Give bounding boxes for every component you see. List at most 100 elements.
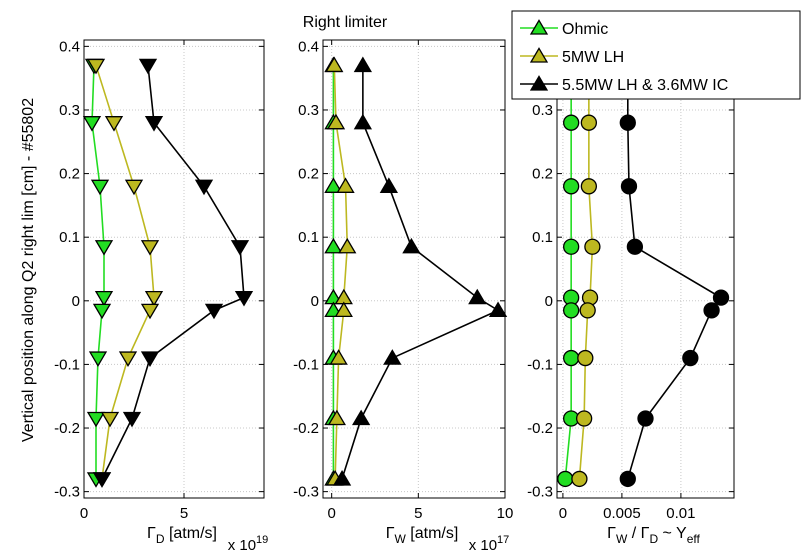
data-point-ohmic bbox=[563, 349, 580, 367]
data-point-ohmic bbox=[90, 179, 110, 196]
x-tick-label: 0.005 bbox=[603, 505, 641, 522]
data-point-lhic bbox=[402, 237, 421, 254]
legend-marker bbox=[529, 19, 549, 35]
y-tick-label: 0.4 bbox=[59, 38, 80, 55]
data-point-lhic bbox=[619, 114, 636, 131]
data-point-lh bbox=[571, 470, 588, 488]
data-point-ohmic bbox=[88, 351, 108, 367]
plot-frame bbox=[83, 39, 265, 499]
y-tick-label: -0.3 bbox=[293, 484, 319, 501]
data-point-lh bbox=[336, 177, 355, 193]
y-tick-label: -0.2 bbox=[293, 420, 319, 437]
data-point-lhic bbox=[626, 238, 644, 255]
data-point-ohmic bbox=[92, 303, 112, 320]
data-point-ohmic bbox=[563, 114, 580, 131]
x-tick-label: 0 bbox=[80, 505, 88, 522]
data-point-lh bbox=[334, 301, 353, 317]
legend-marker bbox=[529, 75, 549, 91]
y-tick-label: -0.1 bbox=[54, 356, 80, 373]
data-point-lhic bbox=[712, 289, 730, 306]
data-point-lh bbox=[100, 411, 120, 428]
data-point-lh bbox=[577, 349, 594, 367]
y-tick-label: -0.1 bbox=[527, 356, 553, 373]
data-point-lh bbox=[575, 410, 593, 427]
series-line-lhic bbox=[101, 65, 245, 480]
data-point-lh bbox=[338, 237, 357, 254]
data-point-lhic bbox=[379, 177, 399, 193]
data-point-lhic bbox=[138, 58, 158, 75]
data-point-lh bbox=[140, 240, 160, 256]
x-axis-scale-factor: x 1017 bbox=[469, 534, 510, 554]
data-point-lh bbox=[104, 116, 124, 132]
legend-label: 5.5MW LH & 3.6MW IC bbox=[562, 77, 728, 94]
data-point-lhic bbox=[488, 301, 508, 317]
y-tick-label: -0.3 bbox=[527, 484, 553, 501]
data-point-lh bbox=[580, 178, 598, 195]
y-tick-label: 0.3 bbox=[532, 102, 553, 119]
chart-title: Right limiter bbox=[303, 14, 388, 31]
y-tick-label: 0.2 bbox=[532, 166, 553, 183]
y-tick-label: 0 bbox=[311, 293, 319, 310]
data-point-lhic bbox=[204, 303, 224, 320]
legend-entry: 5MW LH bbox=[520, 47, 624, 66]
x-axis-label: ΓW [atm/s] bbox=[386, 525, 459, 546]
data-point-lhic bbox=[351, 409, 371, 426]
data-point-lhic bbox=[637, 410, 654, 427]
data-point-lh bbox=[140, 303, 160, 320]
data-point-lhic bbox=[140, 351, 160, 367]
legend-marker bbox=[529, 47, 549, 63]
y-tick-label: 0.2 bbox=[298, 166, 319, 183]
data-point-lhic bbox=[144, 116, 164, 132]
data-point-lhic bbox=[682, 349, 699, 367]
x-tick-label: 10 bbox=[497, 505, 514, 522]
y-tick-label: -0.3 bbox=[54, 484, 80, 501]
data-point-lhic bbox=[468, 288, 487, 305]
legend-entry: Ohmic bbox=[520, 19, 608, 38]
y-axis-label: Vertical position along Q2 right lim [cm… bbox=[20, 98, 37, 442]
panel-gamma-w: 0 5 10 0.4 0.3 0.2 0.1 0 -0.1 -0.2 -0.3 ΓW [atm/s] x… bbox=[293, 38, 513, 554]
y-tick-label: -0.2 bbox=[527, 420, 553, 437]
legend-box bbox=[511, 10, 801, 100]
data-point-ohmic bbox=[563, 178, 580, 195]
data-point-ohmic bbox=[563, 238, 580, 255]
data-point-lhic bbox=[194, 179, 214, 196]
data-point-ohmic bbox=[82, 116, 102, 132]
legend-entry: 5.5MW LH & 3.6MW IC bbox=[520, 75, 728, 94]
data-point-lhic bbox=[353, 56, 373, 73]
y-tick-label: 0.4 bbox=[298, 38, 319, 55]
data-point-lh bbox=[326, 113, 346, 130]
data-point-lhic bbox=[122, 411, 142, 428]
panels: 0 5 0.4 0.3 0.2 0.1 0 -0.1 -0.2 -0.3 ΓD [atm/s] x 1… bbox=[54, 38, 735, 554]
data-point-ohmic bbox=[94, 290, 114, 307]
data-point-lh bbox=[144, 290, 164, 307]
y-tick-label: -0.2 bbox=[54, 420, 80, 437]
data-point-lh bbox=[325, 56, 344, 73]
data-point-lhic bbox=[230, 240, 250, 256]
x-tick-label: 5 bbox=[180, 505, 188, 522]
data-point-ohmic bbox=[94, 240, 114, 256]
legend-label: 5MW LH bbox=[562, 49, 624, 66]
y-tick-label: 0.3 bbox=[59, 102, 80, 119]
data-point-lh bbox=[580, 114, 598, 131]
y-tick-label: 0 bbox=[72, 293, 80, 310]
data-point-lhic bbox=[703, 302, 720, 319]
y-tick-label: 0.1 bbox=[298, 229, 319, 246]
data-point-lh bbox=[329, 349, 348, 365]
data-point-lhic bbox=[332, 470, 352, 486]
data-point-lh bbox=[124, 179, 144, 196]
y-tick-label: 0.1 bbox=[59, 229, 80, 246]
data-point-lh bbox=[118, 351, 138, 367]
x-tick-label: 5 bbox=[414, 505, 422, 522]
data-point-ohmic bbox=[557, 470, 574, 488]
data-point-ohmic bbox=[324, 177, 343, 193]
data-point-lhic bbox=[619, 470, 636, 488]
y-tick-label: 0 bbox=[545, 293, 553, 310]
data-point-lhic bbox=[92, 472, 112, 488]
y-tick-label: -0.1 bbox=[293, 356, 319, 373]
data-point-lh bbox=[584, 238, 601, 255]
x-tick-label: 0.01 bbox=[666, 505, 695, 522]
legend-label: Ohmic bbox=[562, 21, 608, 38]
data-point-lhic bbox=[383, 349, 402, 365]
